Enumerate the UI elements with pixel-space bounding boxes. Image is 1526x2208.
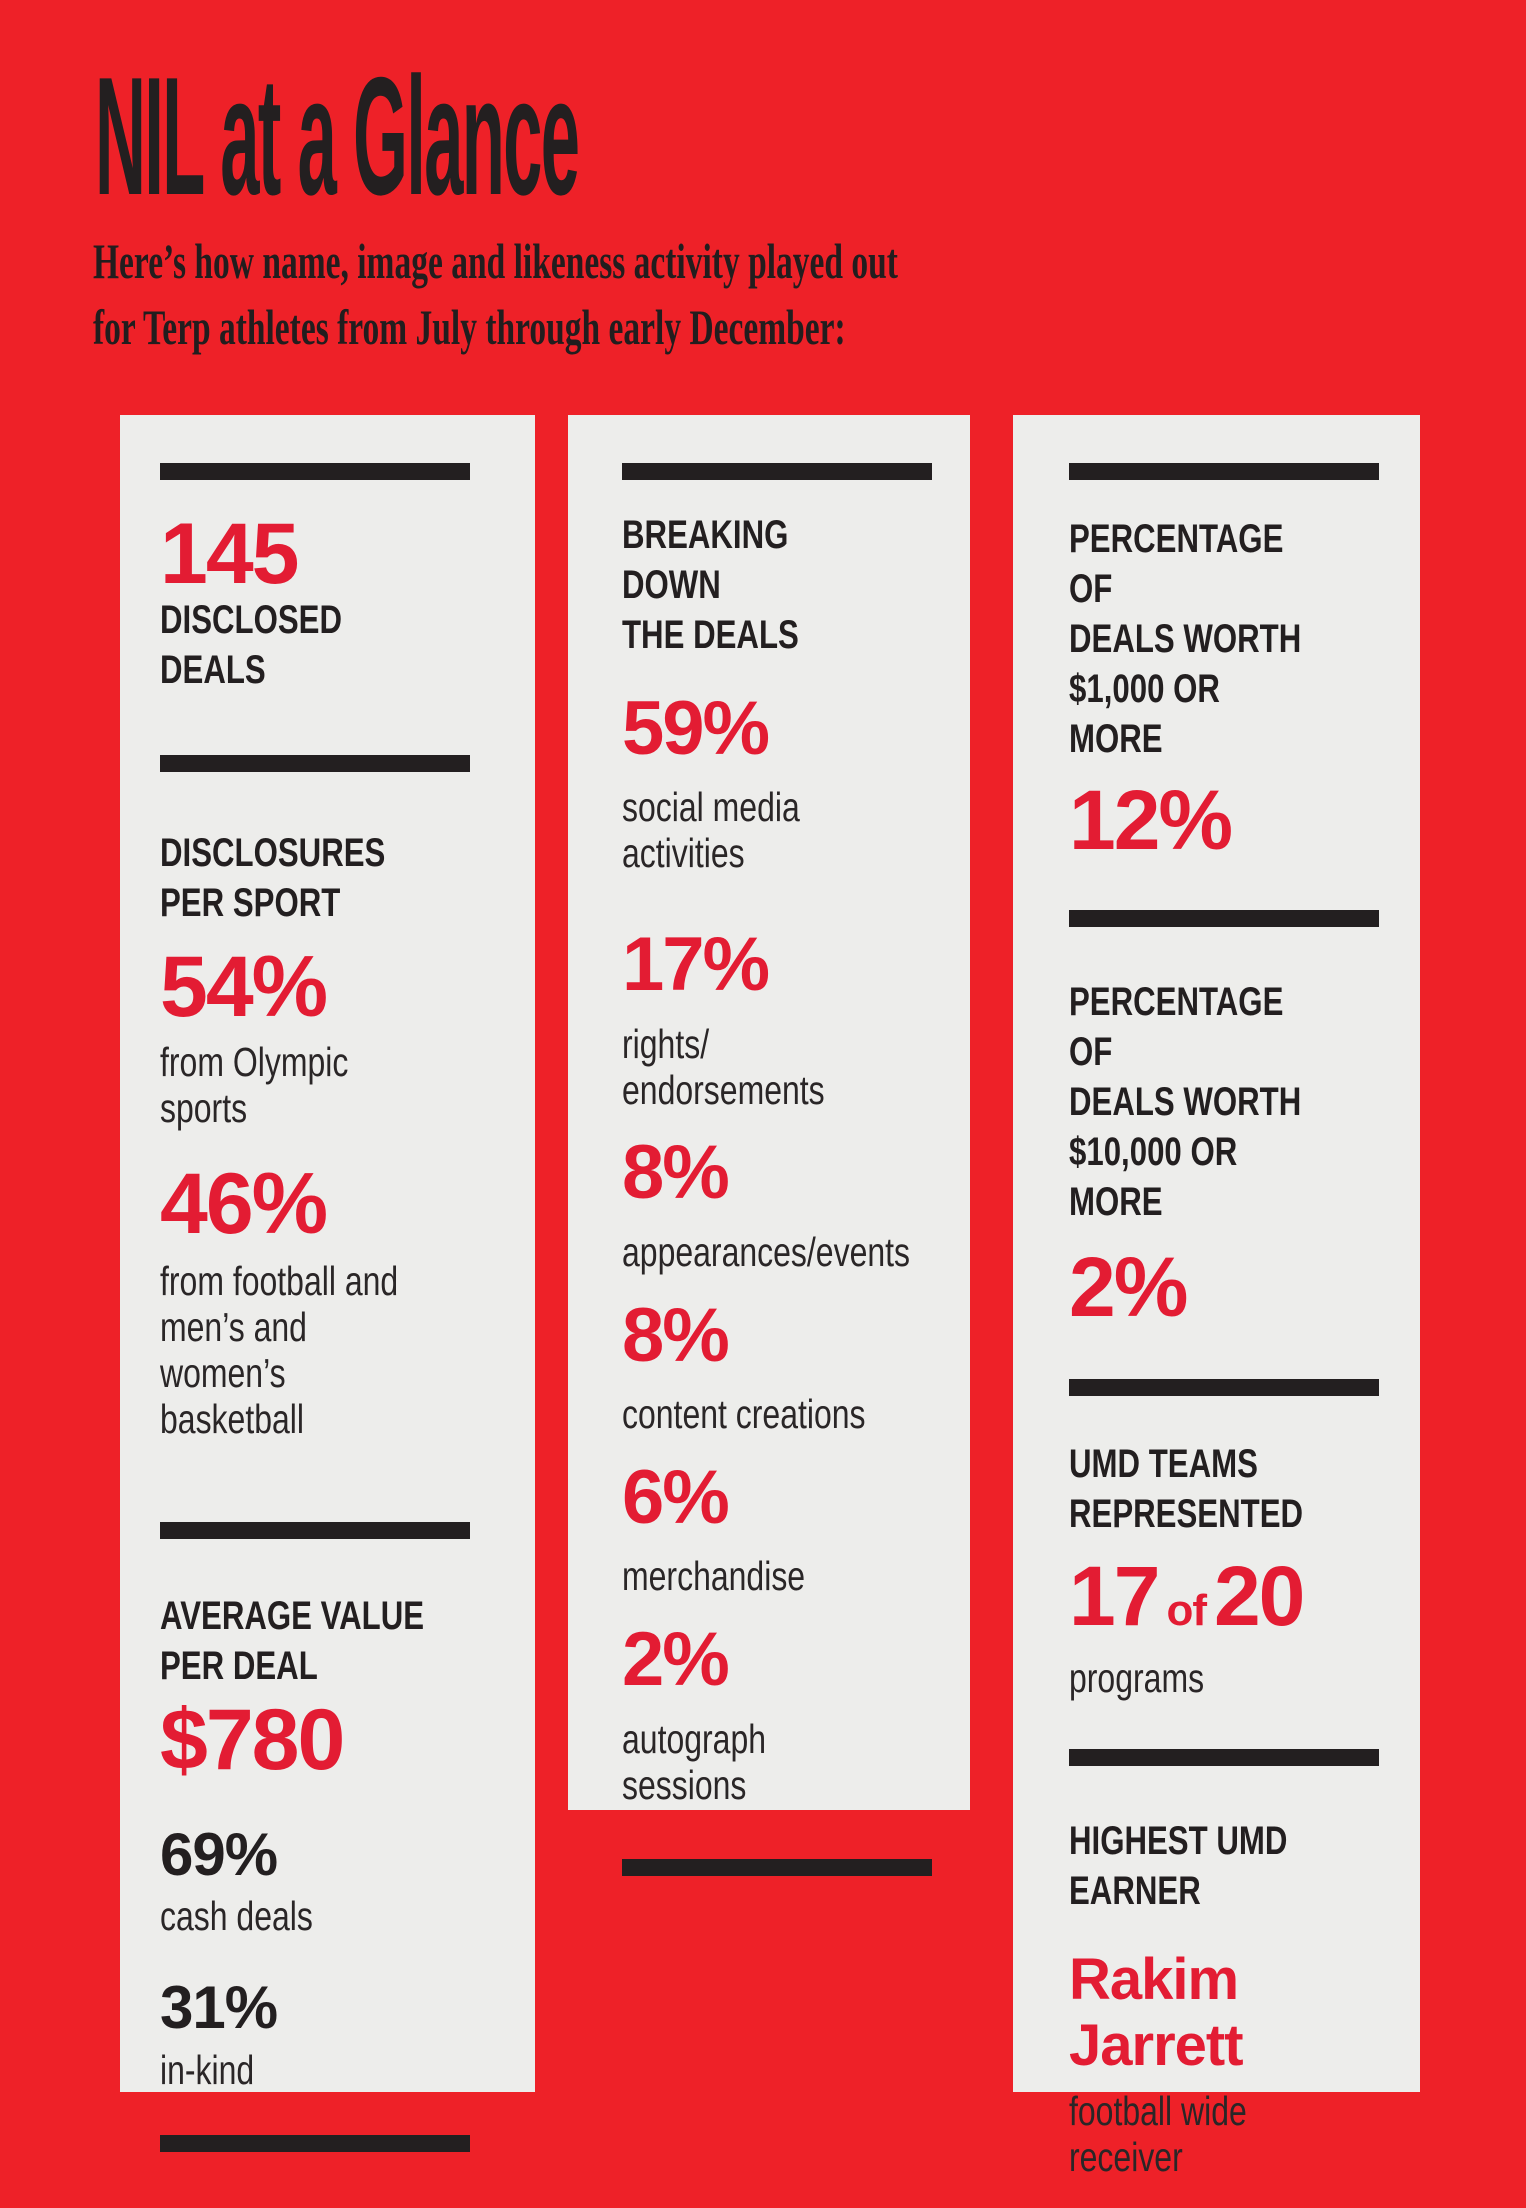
- stat-label-merchandise: merchandise: [622, 1553, 806, 1600]
- stat-label-autograph-sessions: autograph sessions: [622, 1715, 767, 1808]
- stat-value-teams-represented: 17 of20: [1069, 1554, 1392, 1638]
- section-header-average-value: AVERAGE VALUE PER DEAL: [160, 1593, 425, 1688]
- page-subtitle: Here’s how name, image and likeness acti…: [93, 233, 898, 355]
- stat-card-deal-values: PERCENTAGE OF DEALS WORTH $1,000 OR MORE…: [1013, 415, 1420, 2180]
- stat-label-appearances-events: appearances/events: [622, 1228, 911, 1275]
- page-title: NIL at a Glance: [95, 42, 580, 230]
- stat-label-disclosed-deals: DISCLOSED DEALS: [160, 598, 343, 693]
- divider-bar: [622, 1858, 932, 1876]
- stat-value-disclosed-deals: 145: [160, 506, 300, 602]
- section-header-deals-10000: PERCENTAGE OF DEALS WORTH $10,000 OR MOR…: [1069, 979, 1302, 1224]
- stat-value-deals-10000: 2%: [1069, 1239, 1188, 1334]
- divider-bar: [160, 755, 470, 773]
- divider-bar: [1069, 1379, 1379, 1397]
- stat-label-highest-earner-position: football wide receiver: [1069, 2088, 1247, 2180]
- divider-bar: [622, 463, 932, 480]
- section-header-highest-earner: HIGHEST UMD EARNER: [1069, 1818, 1288, 1913]
- stat-value-cash-deals: 69%: [160, 1821, 278, 1888]
- teams-count: 17: [1069, 1549, 1160, 1644]
- stat-value-in-kind: 31%: [160, 1973, 278, 2041]
- divider-bar: [1069, 1748, 1379, 1766]
- section-header-teams-represented: UMD TEAMS REPRESENTED: [1069, 1442, 1304, 1537]
- divider-bar: [1069, 909, 1379, 927]
- divider-bar: [160, 2134, 470, 2152]
- divider-bar: [160, 463, 470, 480]
- stat-value-autograph-sessions: 2%: [622, 1617, 730, 1703]
- stat-label-cash-deals: cash deals: [160, 1893, 313, 1939]
- teams-of-word: of: [1166, 1586, 1207, 1636]
- stat-value-olympic: 54%: [160, 939, 328, 1036]
- stat-label-rights-endorsements: rights/ endorsements: [622, 1020, 825, 1113]
- divider-bar: [160, 1521, 470, 1539]
- stat-card-deal-totals: 145 DISCLOSED DEALS DISCLOSURES PER SPOR…: [120, 415, 535, 2152]
- stat-label-programs: programs: [1069, 1654, 1205, 1701]
- section-header-breaking-down: BREAKING DOWN THE DEALS: [622, 513, 799, 657]
- stat-value-deals-1000: 12%: [1069, 773, 1233, 867]
- stat-value-merchandise: 6%: [622, 1455, 730, 1540]
- stat-value-football-basketball: 46%: [160, 1155, 328, 1252]
- stat-value-rights-endorsements: 17%: [622, 922, 770, 1008]
- stat-label-football-basketball: from football and men’s and women’s bask…: [160, 1257, 399, 1442]
- stat-value-social-media: 59%: [622, 686, 770, 771]
- stat-value-content-creations: 8%: [622, 1292, 730, 1378]
- stat-value-average-deal: $780: [160, 1691, 345, 1788]
- section-header-deals-1000: PERCENTAGE OF DEALS WORTH $1,000 OR MORE: [1069, 517, 1302, 761]
- section-header-disclosures-per-sport: DISCLOSURES PER SPORT: [160, 831, 386, 926]
- stat-card-deal-breakdown: BREAKING DOWN THE DEALS 59% social media…: [568, 415, 970, 1876]
- stat-value-highest-earner-name: Rakim Jarrett: [1069, 1946, 1244, 2079]
- stat-label-social-media: social media activities: [622, 784, 800, 877]
- divider-bar: [1069, 463, 1379, 480]
- stat-value-appearances-events: 8%: [622, 1130, 730, 1216]
- stat-label-olympic: from Olympic sports: [160, 1038, 349, 1131]
- stat-label-content-creations: content creations: [622, 1391, 866, 1438]
- teams-total: 20: [1213, 1549, 1305, 1644]
- stat-label-in-kind: in-kind: [160, 2046, 255, 2093]
